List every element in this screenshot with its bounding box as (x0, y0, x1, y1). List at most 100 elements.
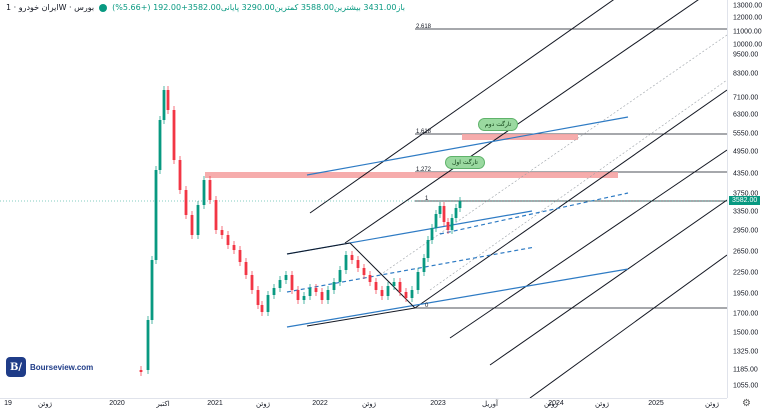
time-label: 2021 (207, 400, 223, 407)
candle-body (458, 201, 462, 208)
price-label: 4350.00 (733, 170, 759, 178)
time-label: ژوئن (704, 401, 720, 408)
candle-body (344, 255, 348, 270)
symbol-title[interactable]: ایران خودرو · 1W · بورس (6, 3, 95, 12)
price-label: 2650.00 (733, 248, 759, 256)
price-label: 1500.00 (733, 329, 759, 337)
candle-body (332, 282, 336, 290)
candle-body (214, 200, 218, 230)
candle-body (272, 288, 276, 295)
time-label: 2024 (548, 400, 564, 407)
price-label: 1950.00 (733, 290, 759, 298)
candle-body (172, 110, 176, 160)
candle-body (374, 282, 378, 290)
candle-body (314, 288, 318, 292)
price-axis[interactable]: 13000.00 12000.00 11000.00 10000.00 9500… (727, 0, 768, 398)
target-1-bubble[interactable]: تارگت اول (445, 156, 485, 169)
candle-body (284, 275, 288, 280)
fib-label-1: 1 (425, 196, 429, 202)
candle-body (422, 258, 426, 272)
time-label: ژوئن (255, 401, 271, 408)
candle-body (238, 250, 242, 262)
fib-label-1272: 1.272 (416, 167, 432, 173)
target-2-bubble[interactable]: تارگت دوم (478, 118, 519, 131)
candle-body (154, 170, 158, 260)
candles (139, 86, 462, 376)
candle-body (166, 90, 170, 110)
time-label: اکتبر (156, 401, 170, 408)
price-label: 7100.00 (733, 94, 759, 102)
candle-body (426, 240, 430, 258)
candle-body (158, 120, 162, 170)
time-label: ژوئن (543, 401, 559, 408)
time-label: 19 (4, 400, 12, 407)
candle-body (434, 214, 438, 228)
candle-body (326, 290, 330, 300)
candle-body (220, 230, 224, 235)
time-label: آوریل (482, 401, 498, 408)
candle-body (146, 320, 150, 370)
price-label: 1185.00 (733, 366, 758, 374)
candle-body (290, 275, 294, 290)
candle-body (362, 268, 366, 275)
time-axis[interactable]: 19 ژوئن 2020 اکتبر 2021 ژوئن 2022 ژوئن 2… (0, 398, 727, 411)
candle-body (404, 292, 408, 298)
candle-body (302, 296, 306, 300)
candle-body (184, 190, 188, 215)
candle-body (454, 208, 458, 218)
price-label: 3350.00 (733, 208, 759, 216)
candle-body (150, 260, 154, 320)
candle-body (392, 282, 396, 286)
price-chart[interactable] (0, 0, 727, 398)
candle-body (250, 275, 254, 290)
candle-body (190, 215, 194, 235)
candle-body (430, 228, 434, 240)
time-label: 2020 (109, 400, 125, 407)
bourseview-logo: B/ (6, 357, 26, 377)
settings-gear-icon[interactable]: ⚙ (742, 398, 751, 409)
price-label: 5550.00 (733, 130, 759, 138)
candle-body (450, 218, 454, 230)
candle-body (338, 270, 342, 282)
candle-body (386, 286, 390, 296)
candle-body (260, 305, 264, 312)
candle-body (380, 290, 384, 296)
price-label: 11000.00 (733, 28, 762, 36)
chart-area[interactable]: ایران خودرو · 1W · بورس باز3431.00 بیشتر… (0, 0, 727, 398)
fib-label-1618: 1.618 (416, 129, 432, 135)
candle-body (296, 290, 300, 300)
candle-body (139, 370, 143, 372)
candle-body (438, 206, 442, 214)
time-label: 2023 (430, 400, 446, 407)
current-price-badge: 3582.00 (729, 196, 761, 205)
candle-body (308, 288, 312, 296)
candle-body (350, 255, 354, 260)
candle-body (208, 180, 212, 200)
price-label: 10000.00 (733, 41, 763, 49)
candle-body (398, 282, 402, 292)
eye-icon[interactable] (99, 3, 108, 12)
price-label: 3750.00 (733, 190, 759, 198)
candle-body (178, 160, 182, 190)
candle-body (356, 260, 360, 268)
pitchfork-median-lines (379, 34, 727, 291)
candle-body (266, 295, 270, 312)
candle-body (196, 205, 200, 235)
price-label: 9500.00 (733, 51, 759, 59)
legend: ایران خودرو · 1W · بورس باز3431.00 بیشتر… (6, 3, 405, 12)
candle-body (410, 290, 414, 298)
candle-body (368, 275, 372, 282)
candle-body (202, 180, 206, 205)
candle-body (442, 206, 446, 222)
resistance-zone-1 (205, 172, 618, 178)
price-label: 8300.00 (733, 70, 759, 78)
time-label: ژوئن (37, 401, 53, 408)
price-label: 1055.00 (733, 382, 759, 390)
candle-body (446, 222, 450, 230)
watermark: B/ Bourseview.com (6, 357, 93, 377)
price-label: 1325.00 (733, 348, 759, 356)
time-label: 2025 (648, 400, 664, 407)
trend-lines (286, 116, 629, 328)
fib-label-0: 0 (425, 303, 429, 309)
watermark-text: Bourseview.com (30, 362, 94, 372)
